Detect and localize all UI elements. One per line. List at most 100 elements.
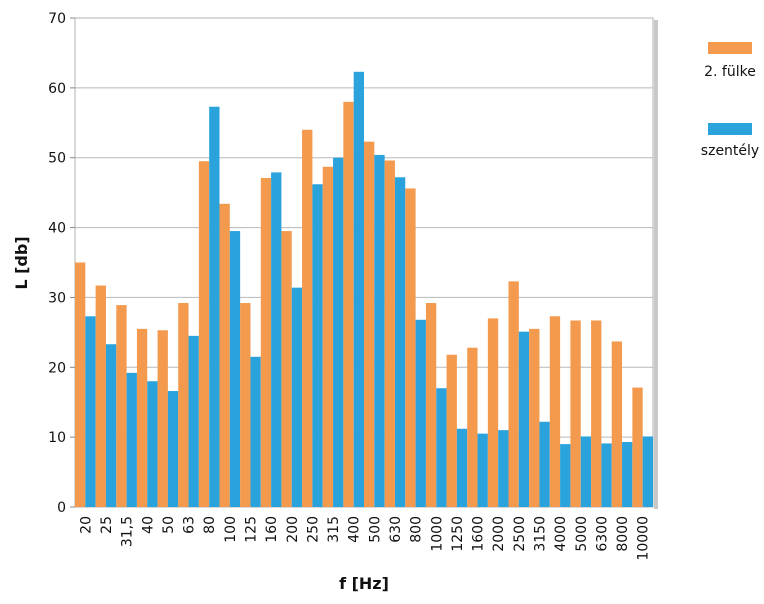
bar-fulke-40 [136, 328, 148, 507]
bar-fulke-200 [281, 231, 292, 507]
bar-szentely-1250 [456, 428, 468, 507]
x-tick-label: 2500 [512, 516, 528, 552]
bar-szentely-160 [271, 172, 282, 507]
bar-szentely-1600 [477, 433, 488, 507]
bar-fulke-3150 [529, 328, 540, 507]
bar-fulke-630 [384, 160, 395, 507]
x-tick-label: 500 [367, 516, 383, 543]
bar-szentely-2500 [518, 331, 530, 507]
bar-fulke-400 [343, 101, 354, 507]
bar-szentely-4000 [560, 444, 571, 507]
bar-szentely-200 [291, 287, 303, 507]
x-tick-label: 1600 [471, 516, 487, 552]
x-tick-label: 50 [161, 516, 177, 534]
bar-szentely-250 [312, 184, 323, 507]
x-tick-labels: 20 25 31,5 40 50 63 80 100 125 160 200 250 315 400 500… [78, 516, 651, 561]
bar-fulke-10000 [632, 387, 643, 507]
bar-szentely-3150 [539, 421, 550, 507]
x-tick-label: 315 [326, 516, 342, 543]
bar-szentely-100 [229, 231, 241, 507]
bar-szentely-50 [167, 391, 179, 507]
bar-szentely-400 [353, 71, 364, 507]
bar-fulke-250 [302, 129, 313, 507]
bar-fulke-6300 [591, 320, 602, 507]
bar-fulke-1250 [446, 354, 457, 507]
bar-szentely-630 [394, 177, 406, 507]
legend-swatch-szentely [708, 123, 752, 135]
x-tick-label: 3150 [532, 516, 548, 552]
legend: 2. fülke szentély [701, 42, 759, 159]
bar-szentely-1000 [436, 388, 447, 507]
bar-szentely-5000 [580, 436, 592, 507]
bar-fulke-20 [75, 262, 86, 507]
x-tick-label: 200 [285, 516, 301, 543]
y-tick-label: 0 [57, 500, 66, 516]
bar-fulke-1600 [467, 347, 478, 507]
bar-szentely-20 [85, 316, 96, 507]
y-tick-label: 30 [48, 290, 66, 306]
bars [75, 71, 653, 508]
y-tick-label: 20 [48, 360, 66, 376]
bar-szentely-500 [374, 154, 385, 508]
x-tick-label: 4000 [553, 516, 569, 552]
bar-fulke-125 [240, 303, 251, 507]
x-tick-label: 100 [223, 516, 239, 543]
x-tick-label: 31,5 [120, 516, 136, 547]
bar-fulke-25 [95, 285, 106, 507]
bar-fulke-50 [157, 330, 168, 507]
bar-szentely-25 [105, 344, 117, 507]
x-tick-label: 400 [347, 516, 363, 543]
x-tick-label: 80 [202, 516, 218, 534]
plot-area-shadow [654, 20, 658, 509]
bar-szentely-315 [333, 157, 344, 507]
x-tick-label: 1250 [450, 516, 466, 552]
bar-fulke-80 [198, 161, 210, 507]
bar-fulke-500 [364, 141, 375, 507]
y-tick-label: 50 [48, 151, 66, 167]
x-tick-label: 160 [264, 516, 280, 543]
bar-szentely-2000 [498, 430, 509, 507]
legend-swatch-2-fulke [708, 42, 752, 54]
bar-szentely-6300 [601, 443, 612, 507]
bar-szentely-31-5 [126, 372, 137, 507]
legend-label-szentely: szentély [701, 143, 759, 159]
bar-szentely-8000 [622, 442, 633, 507]
x-tick-label: 8000 [615, 516, 631, 552]
bar-szentely-10000 [642, 436, 653, 507]
bar-fulke-315 [322, 166, 334, 508]
x-tick-label: 40 [140, 516, 156, 534]
bar-szentely-125 [250, 356, 261, 507]
bar-szentely-80 [209, 106, 220, 507]
y-tick-labels: 0 10 20 30 40 50 60 70 [48, 11, 66, 516]
bar-fulke-1000 [425, 303, 437, 507]
bar-fulke-31-5 [116, 305, 127, 507]
y-tick-label: 70 [48, 11, 66, 27]
x-axis-title: f [Hz] [339, 574, 389, 593]
y-tick-label: 60 [48, 81, 66, 97]
x-tick-label: 25 [99, 516, 115, 534]
bar-fulke-5000 [570, 320, 581, 507]
bar-szentely-63 [188, 335, 199, 507]
x-tick-label: 20 [78, 516, 94, 534]
x-tick-label: 6300 [594, 516, 610, 552]
bar-fulke-2000 [487, 318, 499, 507]
x-tick-label: 800 [409, 516, 425, 543]
bar-fulke-100 [219, 203, 230, 507]
x-tick-label: 250 [305, 516, 321, 543]
x-tick-label: 63 [182, 516, 198, 534]
y-tick-label: 10 [48, 430, 66, 446]
x-tick-label: 5000 [574, 516, 590, 552]
bar-fulke-800 [405, 188, 416, 507]
bar-szentely-800 [415, 319, 426, 507]
x-tick-label: 630 [388, 516, 404, 543]
x-tick-label: 2000 [491, 516, 507, 552]
bar-fulke-2500 [508, 281, 519, 507]
bar-fulke-8000 [611, 341, 623, 507]
bar-fulke-4000 [549, 316, 561, 507]
bar-fulke-160 [260, 177, 272, 507]
y-axis-title: L [db] [12, 236, 31, 289]
bar-szentely-40 [147, 381, 158, 507]
x-tick-label: 125 [243, 516, 259, 543]
x-tick-label: 10000 [636, 516, 652, 561]
